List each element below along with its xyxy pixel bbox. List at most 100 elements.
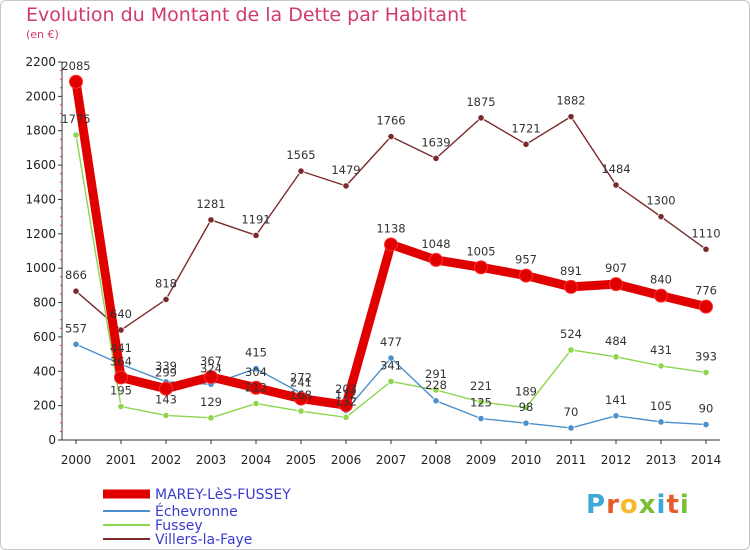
y-tick-label: 2000 [25, 89, 56, 103]
data-label: 241 [290, 376, 312, 390]
data-label: 1875 [466, 95, 495, 109]
data-point [252, 365, 260, 373]
data-label: 125 [470, 396, 492, 410]
x-tick-label: 2003 [196, 453, 227, 467]
data-point [72, 131, 80, 139]
legend: MAREY-LèS-FUSSEYÉchevronneFusseyVillers-… [103, 487, 291, 548]
y-tick-label: 2200 [25, 55, 56, 69]
y-tick-label: 1400 [25, 192, 56, 206]
data-point [69, 74, 83, 89]
data-point [522, 403, 530, 412]
data-point [339, 398, 353, 413]
data-point [387, 132, 395, 141]
data-point [654, 288, 668, 303]
data-label: 1048 [421, 237, 450, 251]
x-tick-label: 2001 [106, 453, 137, 467]
data-point [657, 362, 665, 370]
data-label: 1191 [241, 212, 270, 226]
data-label: 477 [380, 335, 402, 349]
data-label: 1639 [421, 135, 450, 149]
data-point [207, 216, 215, 224]
data-point [72, 340, 80, 348]
data-point [114, 370, 128, 385]
data-label: 221 [470, 379, 492, 393]
series-layer [69, 74, 713, 432]
x-tick-label: 2014 [691, 453, 722, 467]
data-point [567, 424, 575, 432]
data-label: 1138 [376, 221, 405, 235]
data-label: 272 [290, 370, 312, 384]
data-point [612, 412, 620, 420]
legend-label-0: MAREY-LèS-FUSSEY [155, 487, 291, 503]
data-label: 776 [695, 284, 717, 298]
data-point [294, 391, 308, 406]
data-point [474, 260, 488, 275]
data-label: 98 [519, 400, 534, 414]
data-label: 228 [425, 378, 447, 392]
data-point [204, 369, 218, 384]
y-tick-label: 1800 [25, 124, 56, 138]
data-point [342, 413, 350, 421]
data-point [432, 397, 440, 405]
data-label: 431 [650, 343, 672, 357]
data-point [162, 411, 170, 420]
x-tick-label: 2012 [601, 453, 632, 467]
data-label: 141 [605, 393, 627, 407]
data-point [612, 353, 620, 361]
y-tick-label: 1200 [25, 227, 56, 241]
x-tick-label: 2004 [241, 453, 272, 467]
data-label: 304 [245, 365, 267, 379]
data-label: 367 [200, 354, 222, 368]
data-label: 70 [564, 405, 579, 419]
data-point [432, 386, 440, 394]
logo-letter: r [606, 490, 620, 520]
data-label: 291 [425, 367, 447, 381]
x-tick-label: 2008 [421, 453, 452, 467]
data-labels-layer: 866 640 818 1281 1191 1565 1479 1766 1639 1875 172… [61, 59, 720, 419]
x-tick-label: 2013 [646, 453, 677, 467]
data-label: 1721 [511, 121, 540, 135]
x-tick-label: 2010 [511, 453, 542, 467]
data-label: 324 [200, 361, 222, 375]
y-tick-label: 200 [33, 399, 56, 413]
data-label: 168 [290, 388, 312, 402]
data-point [567, 113, 575, 121]
data-point [657, 418, 665, 426]
data-label: 441 [110, 341, 132, 355]
data-label: 818 [155, 276, 177, 290]
data-point [429, 252, 443, 267]
data-point [117, 326, 125, 334]
data-label: 2085 [61, 59, 90, 73]
data-label: 1775 [61, 112, 90, 126]
data-label: 172 [335, 387, 357, 401]
data-label: 1479 [331, 163, 360, 177]
data-label: 415 [245, 346, 267, 360]
data-point [159, 381, 173, 396]
data-label: 1110 [691, 226, 720, 240]
data-point [567, 346, 575, 354]
logo-letter: x [638, 490, 657, 520]
proxiti-logo: Proxiti [586, 490, 690, 520]
logo-letter: P [586, 490, 607, 520]
data-point [522, 140, 530, 148]
y-tick-label: 600 [33, 330, 56, 344]
data-label: 364 [110, 354, 132, 368]
data-label: 1484 [601, 162, 630, 176]
logo-letter: t [666, 490, 680, 520]
data-point [477, 398, 485, 406]
data-point [702, 368, 710, 377]
data-label: 640 [110, 307, 132, 321]
legend-label-1: Échevronne [155, 503, 238, 520]
data-label: 90 [699, 402, 714, 416]
data-label: 557 [65, 321, 87, 335]
y-tick-label: 1600 [25, 158, 56, 172]
chart-subtitle: (en €) [26, 28, 59, 41]
data-point [519, 268, 533, 283]
data-label: 203 [335, 382, 357, 396]
data-label: 907 [605, 261, 627, 275]
data-label: 143 [155, 392, 177, 406]
legend-label-2: Fussey [155, 518, 203, 534]
data-point [657, 213, 665, 221]
x-tick-label: 2007 [376, 453, 407, 467]
